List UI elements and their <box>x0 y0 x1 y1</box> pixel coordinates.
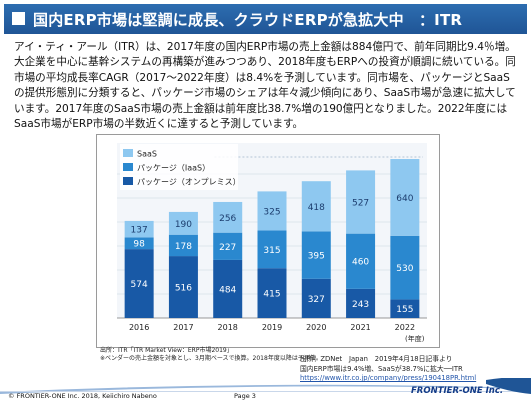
bar-value-label: 155 <box>396 305 413 315</box>
legend-label: SaaS <box>137 150 157 159</box>
bar-value-label: 640 <box>396 194 413 204</box>
bar-value-label: 98 <box>133 240 145 250</box>
bar-value-label: 574 <box>131 280 148 290</box>
legend-swatch <box>123 177 133 185</box>
bar-2020-series-1 <box>301 231 331 279</box>
chart-svg: 574 98 137 2016 516 178 190 2017 484 227 256 2018 41… <box>117 143 427 343</box>
bar-2016-series-1 <box>124 237 154 250</box>
bar-2019-series-2 <box>257 191 287 231</box>
bar-2021-series-1 <box>346 233 376 289</box>
bar-value-label: 484 <box>219 285 236 295</box>
x-tick-label: 2020 <box>306 323 326 332</box>
legend-label: パッケージ（オンプレミス） <box>137 178 241 187</box>
citation-line1: 出所：ZDNet Japan 2019年4月18日記事より <box>300 355 453 363</box>
bar-value-label: 415 <box>263 290 280 300</box>
citation-link[interactable]: https://www.itr.co.jp/company/press/1904… <box>300 374 477 382</box>
x-tick-label: 2018 <box>218 323 238 332</box>
chart-source: 出所：ITR「ITR Market View：ERP市場2019」 ※ベンダーの… <box>100 347 322 362</box>
bar-value-label: 325 <box>263 207 280 217</box>
legend-swatch <box>123 149 133 157</box>
footer-swoosh <box>0 378 531 394</box>
bar-value-label: 227 <box>219 243 236 253</box>
x-tick-label: 2019 <box>262 323 282 332</box>
bar-2022-series-1 <box>390 235 420 300</box>
bar-2017-series-0 <box>168 256 198 318</box>
bar-value-label: 395 <box>308 252 325 262</box>
bar-value-label: 256 <box>219 214 236 224</box>
erp-market-chart: 574 98 137 2016 516 178 190 2017 484 227 256 2018 41… <box>96 134 440 348</box>
bar-value-label: 530 <box>396 264 413 274</box>
bar-2022-series-0 <box>390 299 420 318</box>
bar-value-label: 315 <box>263 246 280 256</box>
bar-2017-series-1 <box>168 234 198 257</box>
citation: 出所：ZDNet Japan 2019年4月18日記事より 国内ERP市場は9.… <box>300 355 476 384</box>
x-tick-label: 2016 <box>129 323 149 332</box>
legend-box <box>120 144 238 190</box>
bar-value-label: 327 <box>308 295 325 305</box>
bar-2021-series-2 <box>346 170 376 234</box>
bar-2016-series-0 <box>124 249 154 318</box>
bar-value-label: 527 <box>352 199 369 209</box>
legend-label: パッケージ（IaaS） <box>137 164 210 173</box>
chart-source-line1: 出所：ITR「ITR Market View：ERP市場2019」 <box>100 347 233 354</box>
bar-2019-series-1 <box>257 230 287 269</box>
bar-2016-series-2 <box>124 220 154 238</box>
title-bar: 国内ERP市場は堅調に成長、クラウドERPが急拡大中 ：ITR <box>4 4 527 34</box>
x-tick-label: 2022 <box>395 323 415 332</box>
bar-value-label: 243 <box>352 300 369 310</box>
x-tick-label: 2021 <box>350 323 370 332</box>
bar-2021-series-0 <box>346 288 376 318</box>
title-bullet-icon <box>12 12 25 25</box>
bar-2019-series-0 <box>257 268 287 318</box>
bar-value-label: 178 <box>175 242 192 252</box>
x-tick-label: 2017 <box>173 323 193 332</box>
bar-2020-series-2 <box>301 181 331 232</box>
bar-value-label: 418 <box>308 203 325 213</box>
bar-value-label: 460 <box>352 258 369 268</box>
chart-source-line2: ※ベンダーの売上金額を対象とし、3月期ベースで換算。2018年度以降は予測値。 <box>100 354 322 362</box>
bar-2018-series-0 <box>213 259 243 318</box>
footer-copyright: © FRONTIER-ONE Inc. 2018, Keiichiro Nabe… <box>8 392 157 400</box>
bar-value-label: 190 <box>175 220 192 230</box>
footer-logo: FRONTIER-ONE Inc. <box>411 386 504 396</box>
body-text: アイ・ティ・アール（ITR）は、2017年度の国内ERP市場の売上金額は884億… <box>14 41 516 131</box>
footer-page: Page 3 <box>234 392 256 400</box>
legend-swatch <box>123 163 133 171</box>
bar-2018-series-1 <box>213 232 243 260</box>
bar-2018-series-2 <box>213 201 243 233</box>
bar-value-label: 516 <box>175 284 192 294</box>
citation-line2: 国内ERP市場は9.4%増、SaaSが38.7%に拡大──ITR <box>300 364 463 373</box>
x-axis-suffix: (年度) <box>405 334 425 343</box>
bar-2022-series-2 <box>390 159 420 236</box>
bar-2020-series-0 <box>301 278 331 318</box>
bar-value-label: 137 <box>131 226 148 236</box>
slide-title: 国内ERP市場は堅調に成長、クラウドERPが急拡大中 ：ITR <box>33 11 463 29</box>
bar-2017-series-2 <box>168 211 198 235</box>
